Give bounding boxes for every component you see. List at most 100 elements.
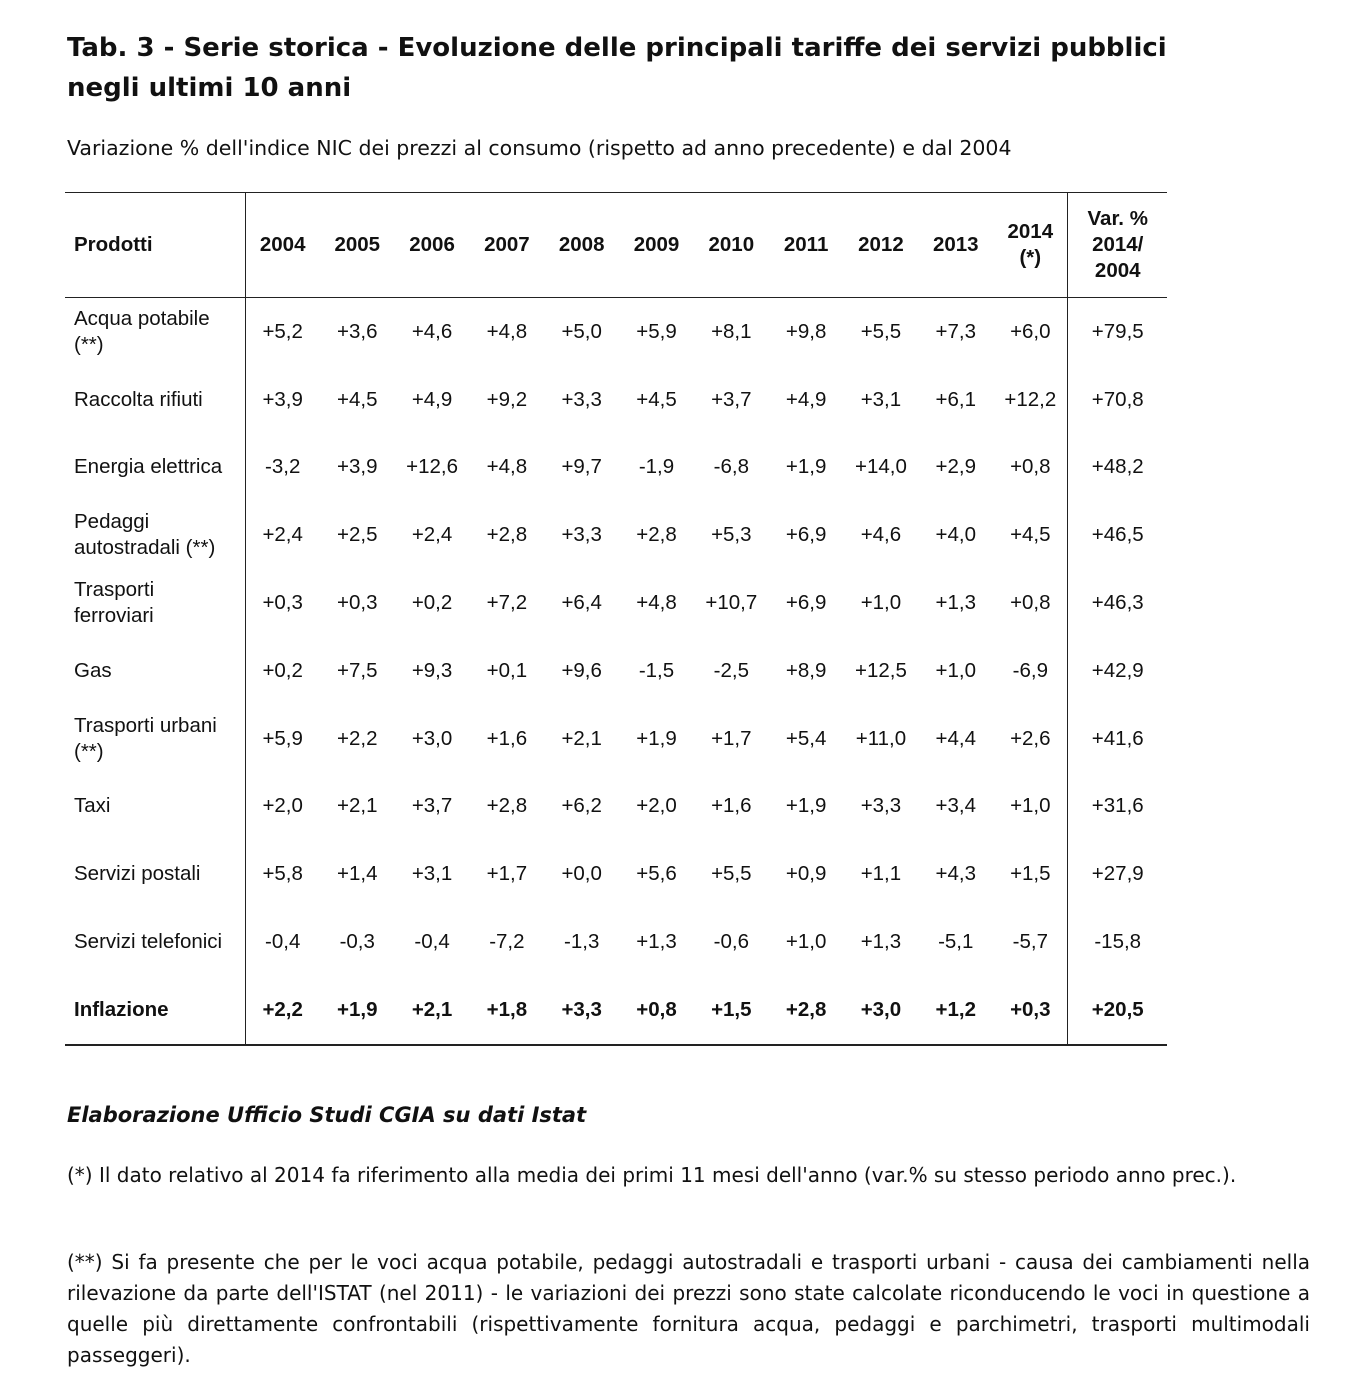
value-cell: +4,5	[636, 387, 677, 411]
value-cell: +2,8	[636, 523, 677, 547]
value-cell: +2,8	[785, 997, 827, 1021]
value-cell: -0,3	[339, 930, 375, 954]
value-cell: +3,9	[262, 387, 303, 411]
value-cell: +1,8	[486, 997, 528, 1021]
value-cell: +7,3	[935, 319, 976, 343]
header-cell: 2014 (*)	[993, 192, 1068, 298]
value-cell: +12,5	[855, 658, 907, 682]
row-label: Taxi	[65, 772, 246, 841]
value-cell: +1,2	[935, 997, 976, 1021]
value-cell: +5,8	[262, 862, 303, 886]
value-cell: +9,8	[785, 319, 827, 343]
table-row: Raccolta rifiuti +3,9 +4,5 +4,9 +9,2 +3,3 +4,5…	[65, 365, 1167, 434]
value-cell: +0,1	[486, 658, 528, 682]
value-cell: +5,0	[561, 319, 602, 343]
value-cell: +1,1	[860, 862, 902, 886]
value-cell: +2,1	[561, 726, 602, 750]
value-cell: +3,7	[411, 794, 453, 818]
value-cell: +3,3	[860, 794, 902, 818]
subtitle: Variazione % dell'indice NIC dei prezzi …	[67, 136, 1012, 160]
value-cell: +4,5	[337, 387, 378, 411]
value-cell: -1,9	[638, 455, 675, 479]
value-cell: +0,8	[636, 997, 677, 1021]
value-cell: +46,5	[1067, 501, 1167, 570]
row-label: Gas	[65, 636, 246, 705]
value-cell: +1,3	[860, 930, 902, 954]
value-cell: +0,0	[561, 862, 602, 886]
header-cell: 2007	[469, 192, 545, 298]
value-cell: +20,5	[1067, 975, 1167, 1045]
value-cell: +42,9	[1067, 636, 1167, 705]
value-cell: +7,2	[486, 591, 528, 615]
value-cell: +3,3	[561, 387, 602, 411]
value-cell: +4,6	[411, 319, 453, 343]
value-cell: +7,5	[337, 658, 378, 682]
value-cell: +5,3	[711, 523, 752, 547]
value-cell: +0,3	[1010, 997, 1051, 1021]
table-body: Acqua potabile (**) +5,2 +3,6 +4,6 +4,8 +5,0 +…	[65, 297, 1167, 1045]
value-cell: +46,3	[1067, 569, 1167, 637]
value-cell: +4,9	[785, 387, 827, 411]
table-row: Trasporti ferroviari +0,3 +0,3 +0,2 +7,2 +6,4…	[65, 569, 1167, 637]
table-row: Inflazione +2,2 +1,9 +2,1 +1,8 +3,3 +0,8 +1,5 +2…	[65, 975, 1167, 1045]
value-cell: +11,0	[855, 726, 907, 750]
value-cell: -6,8	[713, 455, 749, 479]
header-cell: 2008	[544, 192, 620, 298]
value-cell: +79,5	[1067, 297, 1167, 366]
value-cell: +6,1	[935, 387, 976, 411]
header-cell: 2004	[245, 192, 320, 298]
value-cell: +1,9	[337, 997, 378, 1021]
value-cell: +27,9	[1067, 840, 1167, 909]
value-cell: +1,3	[636, 930, 677, 954]
row-label: Pedaggi autostradali (**)	[65, 501, 246, 570]
value-cell: +14,0	[855, 455, 907, 479]
table-row: Trasporti urbani (**) +5,9 +2,2 +3,0 +1,6 +2,…	[65, 704, 1167, 773]
value-cell: +6,0	[1010, 319, 1051, 343]
value-cell: +1,5	[711, 997, 752, 1021]
value-cell: +1,6	[711, 794, 752, 818]
value-cell: -5,1	[938, 930, 974, 954]
value-cell: +5,9	[636, 319, 677, 343]
table-row: Energia elettrica -3,2 +3,9 +12,6 +4,8 +9,7 -1…	[65, 433, 1167, 502]
value-cell: +0,2	[411, 591, 453, 615]
value-cell: +1,7	[711, 726, 752, 750]
value-cell: -0,6	[713, 930, 749, 954]
value-cell: +0,8	[1010, 591, 1051, 615]
table-row: Servizi telefonici -0,4 -0,3 -0,4 -7,2 -1,3 +1…	[65, 908, 1167, 976]
value-cell: +1,0	[860, 591, 902, 615]
value-cell: +1,9	[785, 455, 827, 479]
value-cell: +2,4	[262, 523, 303, 547]
value-cell: +1,6	[486, 726, 528, 750]
value-cell: -1,3	[564, 930, 600, 954]
value-cell: +2,2	[337, 726, 378, 750]
value-cell: +0,2	[262, 658, 303, 682]
value-cell: +3,0	[860, 997, 902, 1021]
value-cell: -2,5	[713, 658, 749, 682]
value-cell: +5,5	[860, 319, 902, 343]
header-cell: 2010	[693, 192, 769, 298]
value-cell: +6,2	[561, 794, 602, 818]
value-cell: +2,9	[935, 455, 976, 479]
row-label: Energia elettrica	[65, 433, 246, 502]
value-cell: -6,9	[1012, 658, 1048, 682]
value-cell: +3,4	[935, 794, 976, 818]
row-label: Inflazione	[65, 975, 246, 1045]
value-cell: +1,4	[337, 862, 378, 886]
header-cell: 2011	[768, 192, 844, 298]
header-row: Prodotti 2004 2005 2006 2007 2008 2009 2010 2011…	[65, 192, 1167, 298]
value-cell: +4,3	[935, 862, 976, 886]
value-cell: +6,9	[785, 591, 827, 615]
footnote: (**) Si fa presente che per le voci acqu…	[67, 1250, 1310, 1367]
value-cell: +4,5	[1010, 523, 1051, 547]
value-cell: +2,0	[262, 794, 303, 818]
value-cell: +48,2	[1067, 433, 1167, 502]
value-cell: +8,1	[711, 319, 752, 343]
value-cell: +4,4	[935, 726, 976, 750]
value-cell: +3,9	[337, 455, 378, 479]
value-cell: +2,0	[636, 794, 677, 818]
header-cell: 2013	[918, 192, 994, 298]
value-cell: +1,5	[1010, 862, 1051, 886]
value-cell: +1,7	[486, 862, 528, 886]
value-cell: +2,4	[411, 523, 453, 547]
value-cell: +9,6	[561, 658, 602, 682]
